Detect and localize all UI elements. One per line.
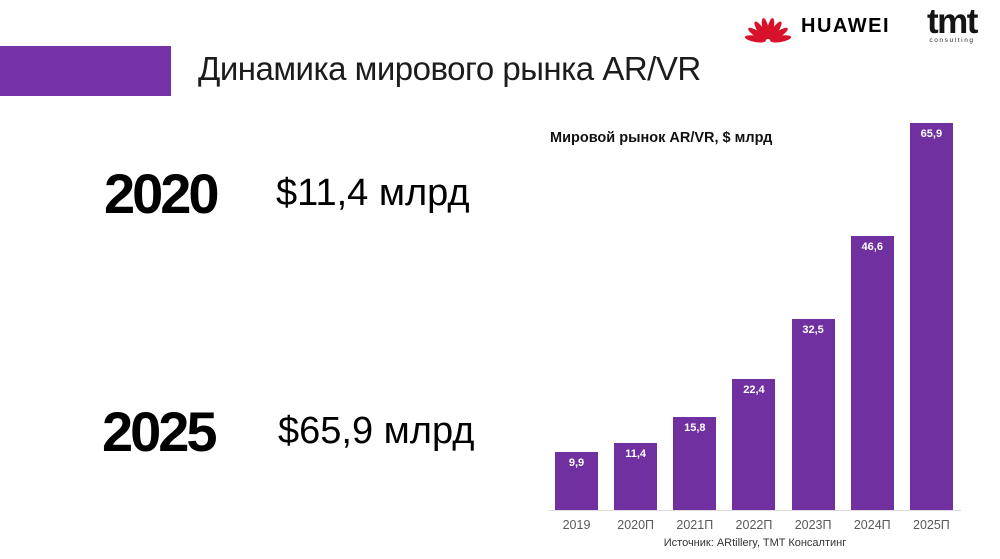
- bar-category-label: 2019: [562, 518, 591, 532]
- bar-category-label: 2022П: [735, 518, 773, 532]
- bar-category-label: 2024П: [853, 518, 891, 532]
- tmt-logo: tmt consulting: [922, 2, 982, 45]
- bar-value-label: 22,4: [743, 383, 765, 396]
- huawei-logo: HUAWEI: [744, 7, 890, 43]
- huawei-wordmark: HUAWEI: [801, 14, 890, 37]
- bar-value-label: 15,8: [684, 422, 706, 435]
- tmt-wordmark: tmt: [927, 2, 978, 41]
- bar-2023П: 32,5 2023П: [791, 319, 835, 532]
- accent-bar: [0, 46, 171, 96]
- page-title: Динамика мирового рынка AR/VR: [198, 50, 701, 87]
- bar-2019: 9,9 2019: [555, 451, 598, 532]
- highlight-value-2020: $11,4 млрд: [276, 172, 470, 214]
- tmt-tagline: consulting: [929, 37, 975, 44]
- bar-2021П: 15,8 2021П: [673, 417, 717, 532]
- bar-value-label: 46,6: [861, 241, 883, 254]
- bar-category-label: 2020П: [617, 518, 655, 532]
- bar-2022П: 22,4 2022П: [732, 378, 776, 532]
- bar-value-label: 9,9: [568, 456, 585, 469]
- huawei-flower-icon: [744, 18, 792, 43]
- bar-category-label: 2025П: [912, 518, 950, 532]
- source-note: Источник: ARtillery, TMT Консалтинг: [663, 537, 847, 549]
- bar-category-label: 2023П: [794, 518, 832, 532]
- huawei-petals: [744, 18, 792, 43]
- bar-value-label: 65,9: [920, 128, 943, 140]
- bar-plot: 9,9 2019 11,4 2020П 15,8 2021П 22,4 2022П 32,5 20…: [549, 119, 961, 532]
- bar-value-label: 32,5: [802, 324, 824, 337]
- bar-2024П: 46,6 2024П: [850, 236, 894, 532]
- highlight-year-2020: 2020: [104, 162, 220, 225]
- bar-2025П: 65,9 2025П: [909, 123, 953, 532]
- chart-title: Мировой рынок AR/VR, $ млрд: [550, 130, 773, 146]
- bar-2020П: 11,4 2020П: [614, 443, 658, 532]
- highlight-value-2025: $65,9 млрд: [278, 410, 475, 452]
- bar-value-label: 11,4: [625, 448, 647, 461]
- highlight-year-2025: 2025: [102, 400, 218, 463]
- bar-category-label: 2021П: [676, 518, 714, 532]
